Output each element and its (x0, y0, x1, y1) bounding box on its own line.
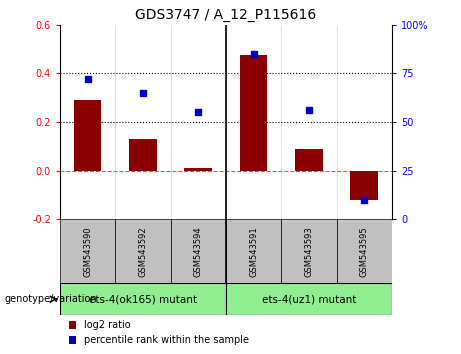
Point (361, 197, 368, 203)
Bar (295, 149, 323, 171)
Text: GSM543591: GSM543591 (249, 226, 258, 277)
Bar (240, 55, 267, 171)
Text: GSM543590: GSM543590 (83, 226, 92, 277)
Point (139, 90, 147, 96)
FancyBboxPatch shape (337, 219, 392, 283)
Bar (74, 100, 101, 171)
Text: GSM543594: GSM543594 (194, 226, 203, 277)
Bar (129, 139, 157, 171)
FancyBboxPatch shape (60, 283, 226, 315)
Legend: log2 ratio, percentile rank within the sample: log2 ratio, percentile rank within the s… (65, 316, 253, 349)
FancyBboxPatch shape (115, 219, 171, 283)
Text: ets-4(uz1) mutant: ets-4(uz1) mutant (262, 294, 356, 304)
Title: GDS3747 / A_12_P115616: GDS3747 / A_12_P115616 (135, 8, 317, 22)
Point (195, 109, 202, 115)
Point (84, 76, 91, 82)
Text: ets-4(ok165) mutant: ets-4(ok165) mutant (89, 294, 197, 304)
Text: genotype/variation: genotype/variation (5, 294, 97, 304)
FancyBboxPatch shape (226, 283, 392, 315)
Text: GSM543593: GSM543593 (304, 226, 313, 277)
FancyBboxPatch shape (281, 219, 337, 283)
Text: GSM543592: GSM543592 (138, 226, 148, 277)
FancyBboxPatch shape (226, 219, 281, 283)
Point (305, 108, 313, 113)
Bar (184, 169, 212, 171)
FancyBboxPatch shape (60, 219, 115, 283)
Text: GSM543595: GSM543595 (360, 226, 369, 277)
Bar (350, 171, 378, 200)
FancyBboxPatch shape (171, 219, 226, 283)
Point (250, 51, 257, 57)
